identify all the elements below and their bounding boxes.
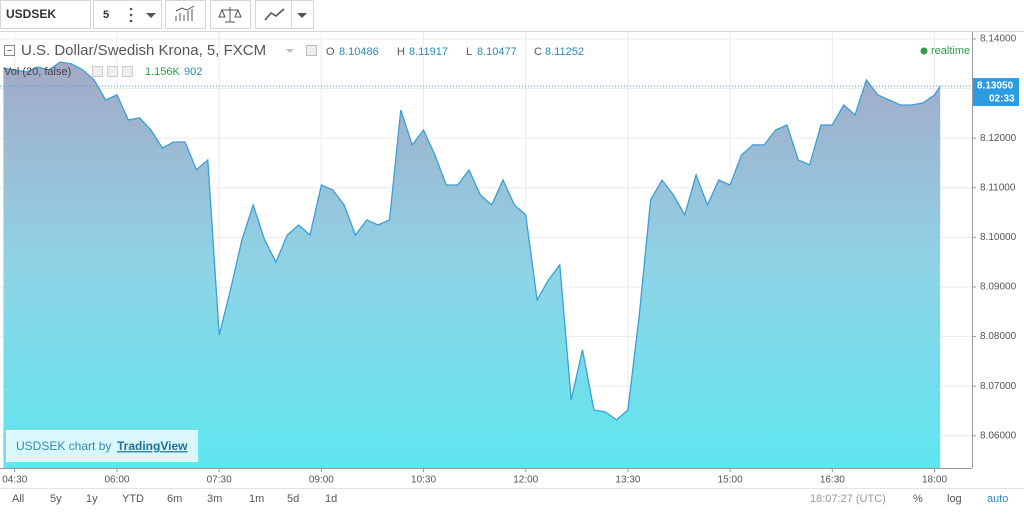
plot: 8.140008.130008.120008.110008.100008.090… [0,32,1019,486]
range-button[interactable]: All [12,493,24,505]
ohlc-value: 8.11252 [545,46,584,58]
footer: All 5y 1y YTD 6m 3m 1m 5d 1d [12,493,337,505]
y-tick-label: 8.14000 [980,34,1017,45]
y-tick-label: 8.06000 [980,430,1017,441]
y-tick-label: 8.12000 [980,133,1017,144]
percent-toggle[interactable]: % [913,493,923,505]
range-button[interactable]: YTD [122,493,144,505]
indicators-icon [175,5,195,21]
auto-toggle[interactable]: auto [987,493,1008,505]
x-tick-label: 07:30 [207,475,232,486]
watermark-link[interactable]: TradingView [117,439,188,453]
range-button[interactable]: 6m [167,493,182,505]
x-tick-label: 13:30 [615,475,640,486]
ohlc-value: 8.10486 [339,46,379,58]
volume-title: Vol (20, false) [4,66,71,78]
status: realtime [931,45,970,57]
settings-button[interactable] [306,45,317,56]
menu-dot [129,19,133,23]
y-tick-label: 8.11000 [980,182,1016,193]
watermark-text: USDSEK chart by [16,439,111,453]
price-line [3,61,941,421]
area-fill [3,62,941,468]
range-button[interactable]: 1y [86,493,98,505]
caret[interactable] [286,49,294,53]
log-toggle[interactable]: log [947,493,962,505]
x-tick-label: 04:30 [2,475,27,486]
ohlc-value: 8.11917 [409,46,448,58]
y-tick-label: 8.10000 [980,232,1017,243]
caret[interactable] [146,13,156,18]
ohlc-label: H [397,46,405,58]
y-tick-label: 8.09000 [980,282,1017,293]
countdown: 02:33 [989,94,1015,105]
clock: 18:07:27 (UTC) [810,493,886,505]
compare-icon [218,7,242,23]
ohlc-label: L [466,46,472,58]
symbol-box[interactable] [0,0,91,29]
x-tick-label: 16:30 [820,475,845,486]
chart-title: U.S. Dollar/Swedish Krona, 5, FXCM [21,42,266,59]
x-tick-label: 18:00 [922,475,947,486]
last-price-box [973,78,1019,107]
caret[interactable] [297,13,307,18]
range-button[interactable]: 1m [249,493,264,505]
style-icon [264,8,285,21]
last-price-label: 8.13050 [977,81,1014,92]
x-tick-label: 06:00 [104,475,129,486]
x-tick-label: 15:00 [718,475,743,486]
x-tick-label: 09:00 [309,475,334,486]
y-tick-label: 8.07000 [980,381,1017,392]
volume-button[interactable] [122,66,133,77]
watermark-box [6,430,198,462]
ohlc-value: 8.10477 [477,46,517,58]
symbol: USDSEK [6,7,56,21]
interval: 5 [103,9,109,21]
menu-dot [129,7,133,11]
indicators-button[interactable] [165,0,206,29]
ohlc-label: C [534,46,542,58]
range-button[interactable]: 3m [207,493,222,505]
range-button[interactable]: 5d [287,493,299,505]
volume-value: 1.156K [145,66,181,78]
volume-button[interactable] [92,66,103,77]
x-tick-label: 12:00 [513,475,538,486]
y-tick-label: 8.08000 [980,331,1017,342]
volume-value: 902 [184,66,202,78]
menu-dot [129,13,133,17]
range-button[interactable]: 1d [325,493,337,505]
volume-button[interactable] [107,66,118,77]
range-button[interactable]: 5y [50,493,62,505]
x-tick-label: 10:30 [411,475,436,486]
toolbar: USDSEK 5 [0,0,314,29]
status-dot [920,47,928,55]
ohlc-label: O [326,46,335,58]
